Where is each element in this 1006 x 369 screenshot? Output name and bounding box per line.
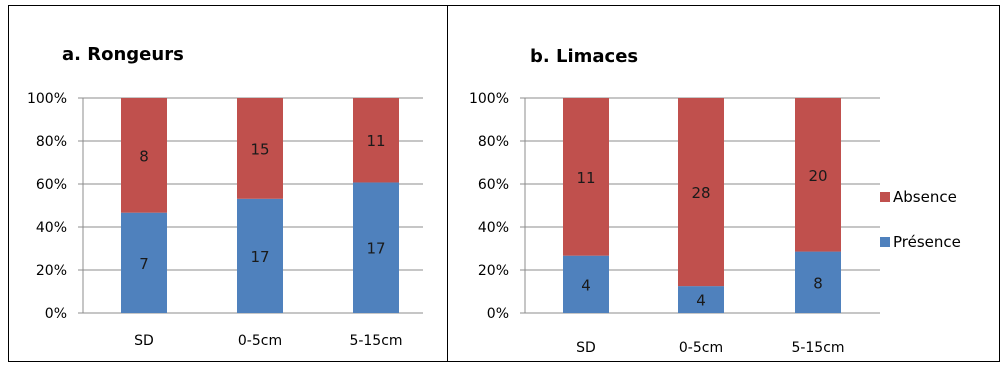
ytick-label-b-4: 80% bbox=[478, 134, 509, 150]
ytick-label-b-5: 100% bbox=[469, 91, 509, 107]
bar-absence-b-1 bbox=[678, 98, 724, 287]
panel-b-frame bbox=[447, 5, 1000, 362]
ytick-label-a-4: 80% bbox=[36, 134, 67, 150]
data-label-presence-b-1: 4 bbox=[696, 292, 706, 310]
data-label-presence-b-0: 4 bbox=[581, 276, 591, 294]
ytick-label-a-5: 100% bbox=[27, 91, 67, 107]
bar-absence-a-1 bbox=[237, 98, 283, 199]
ytick-label-b-2: 40% bbox=[478, 220, 509, 236]
bar-absence-a-2 bbox=[353, 98, 399, 183]
ytick-label-a-0: 0% bbox=[45, 306, 67, 322]
legend-label-presence: Présence bbox=[893, 233, 961, 251]
panel-rongeurs: a. Rongeurs 0% 20% 40% 60% 80% 100% 7 8 SD 17 15 0-… bbox=[27, 44, 423, 349]
data-label-presence-a-0: 7 bbox=[139, 255, 149, 273]
bar-presence-a-2 bbox=[353, 182, 399, 313]
bar-presence-b-0 bbox=[563, 255, 609, 313]
data-label-absence-b-0: 11 bbox=[576, 169, 595, 187]
data-label-presence-a-1: 17 bbox=[250, 248, 269, 266]
legend-label-absence: Absence bbox=[893, 188, 957, 206]
data-label-presence-b-2: 8 bbox=[813, 274, 823, 292]
category-label-b-2: 5-15cm bbox=[791, 340, 844, 356]
bar-absence-a-0 bbox=[121, 98, 167, 213]
category-label-b-0: SD bbox=[576, 340, 596, 356]
chart-title-a: a. Rongeurs bbox=[62, 44, 184, 65]
panel-limaces: b. Limaces 0% 20% 40% 60% 80% 100% 4 11 SD 4 28 0-5… bbox=[469, 46, 880, 356]
category-label-a-1: 0-5cm bbox=[238, 333, 282, 349]
legend-swatch-absence bbox=[880, 192, 890, 202]
bar-presence-a-0 bbox=[121, 212, 167, 313]
category-label-a-2: 5-15cm bbox=[349, 333, 402, 349]
data-label-absence-b-1: 28 bbox=[691, 184, 710, 202]
chart-title-b: b. Limaces bbox=[530, 46, 638, 67]
ytick-label-b-0: 0% bbox=[487, 306, 509, 322]
legend: Absence Présence bbox=[880, 188, 961, 251]
ytick-label-a-1: 20% bbox=[36, 263, 67, 279]
data-label-absence-a-0: 8 bbox=[139, 147, 149, 165]
bar-presence-b-2 bbox=[795, 251, 841, 313]
bar-absence-b-0 bbox=[563, 98, 609, 256]
data-label-absence-a-2: 11 bbox=[366, 132, 385, 150]
data-label-presence-a-2: 17 bbox=[366, 240, 385, 258]
ytick-label-b-3: 60% bbox=[478, 177, 509, 193]
legend-swatch-presence bbox=[880, 237, 890, 247]
ytick-label-a-3: 60% bbox=[36, 177, 67, 193]
bar-presence-b-1 bbox=[678, 286, 724, 313]
ytick-label-a-2: 40% bbox=[36, 220, 67, 236]
category-label-b-1: 0-5cm bbox=[679, 340, 723, 356]
bar-absence-b-2 bbox=[795, 98, 841, 252]
bar-presence-a-1 bbox=[237, 198, 283, 313]
data-label-absence-b-2: 20 bbox=[808, 167, 827, 185]
data-label-absence-a-1: 15 bbox=[250, 140, 269, 158]
category-label-a-0: SD bbox=[134, 333, 154, 349]
ytick-label-b-1: 20% bbox=[478, 263, 509, 279]
